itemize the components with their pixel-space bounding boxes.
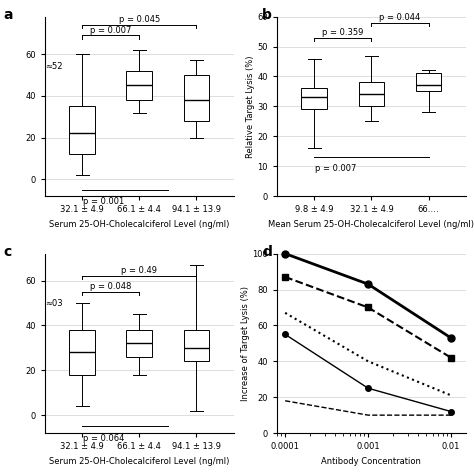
Text: ≈52: ≈52 [45, 63, 63, 72]
Text: p = 0.007: p = 0.007 [315, 164, 357, 173]
Text: p = 0.001: p = 0.001 [83, 197, 125, 206]
Text: p = 0.359: p = 0.359 [322, 27, 364, 36]
PathPatch shape [183, 330, 210, 361]
X-axis label: Serum 25-OH-Cholecalciferol Level (ng/ml): Serum 25-OH-Cholecalciferol Level (ng/ml… [49, 219, 229, 228]
PathPatch shape [69, 106, 95, 155]
Text: c: c [4, 245, 12, 259]
PathPatch shape [301, 89, 327, 109]
Text: p = 0.49: p = 0.49 [121, 266, 157, 275]
X-axis label: Serum 25-OH-Cholecalciferol Level (ng/ml): Serum 25-OH-Cholecalciferol Level (ng/ml… [49, 456, 229, 465]
Text: p = 0.048: p = 0.048 [90, 282, 131, 291]
PathPatch shape [416, 73, 441, 91]
Text: b: b [262, 8, 272, 22]
Text: p = 0.044: p = 0.044 [379, 13, 420, 22]
Text: p = 0.007: p = 0.007 [90, 26, 131, 35]
Text: p = 0.064: p = 0.064 [83, 434, 125, 443]
Text: a: a [4, 8, 13, 22]
Y-axis label: Increase of Target Lysis (%): Increase of Target Lysis (%) [241, 286, 250, 401]
Text: ≈03: ≈03 [45, 300, 63, 309]
X-axis label: Antibody Concentration: Antibody Concentration [321, 456, 421, 465]
Y-axis label: Relative Target Lysis (%): Relative Target Lysis (%) [246, 55, 255, 158]
PathPatch shape [183, 75, 210, 121]
Text: d: d [262, 245, 272, 259]
X-axis label: Mean Serum 25-OH-Cholecalciferol Level (ng/ml): Mean Serum 25-OH-Cholecalciferol Level (… [268, 219, 474, 228]
Text: p = 0.045: p = 0.045 [118, 15, 160, 24]
PathPatch shape [358, 82, 384, 106]
PathPatch shape [127, 71, 152, 100]
PathPatch shape [127, 330, 152, 357]
PathPatch shape [69, 330, 95, 375]
